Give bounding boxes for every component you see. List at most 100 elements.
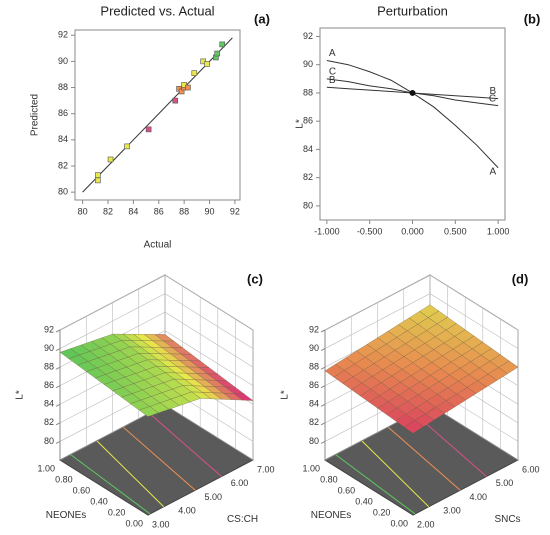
point bbox=[124, 143, 130, 150]
point bbox=[95, 172, 101, 178]
x-tick-label: 86 bbox=[154, 206, 164, 216]
z-tick bbox=[55, 366, 61, 370]
y-axis-label: Predicted bbox=[30, 94, 41, 136]
z-tick bbox=[320, 385, 326, 389]
floor-contour bbox=[361, 440, 430, 508]
z-tick-label: 80 bbox=[44, 436, 54, 446]
y-axis-label: NEONEs bbox=[46, 510, 87, 521]
point bbox=[145, 126, 152, 133]
y-tick-label: 82 bbox=[58, 160, 68, 170]
x-tick-label: 88 bbox=[179, 206, 189, 216]
y-tick-label: 80 bbox=[58, 187, 68, 197]
floor-contour bbox=[387, 426, 461, 491]
z-tick-label: 92 bbox=[44, 324, 54, 334]
y-tick-label: 84 bbox=[303, 144, 313, 154]
x-tick-label: 0.000 bbox=[401, 226, 424, 236]
reference-point bbox=[409, 89, 416, 96]
y-axis-label: NEONEs bbox=[311, 510, 352, 521]
series-label: C bbox=[329, 66, 336, 77]
x-tick-label: -0.500 bbox=[357, 226, 383, 236]
z-tick-label: 84 bbox=[309, 399, 319, 409]
y-tick-label: 88 bbox=[303, 87, 313, 97]
x-axis-label: Actual bbox=[144, 240, 172, 251]
y-tick-label: 0.80 bbox=[320, 474, 338, 484]
x-tick-label: 3.00 bbox=[443, 506, 461, 516]
x-tick-label: 6.00 bbox=[522, 464, 540, 474]
z-tick bbox=[55, 422, 61, 426]
x-tick-label: 6.00 bbox=[231, 478, 249, 488]
z-axis-label: L* bbox=[280, 390, 291, 400]
point bbox=[191, 70, 198, 76]
floor-contour bbox=[148, 412, 222, 477]
y-tick-label: 0.40 bbox=[355, 496, 373, 506]
x-tick-label: 4.00 bbox=[470, 492, 488, 502]
z-axis-label: L* bbox=[15, 390, 26, 400]
series-label: B bbox=[489, 86, 496, 97]
x-tick-label: 7.00 bbox=[257, 464, 275, 474]
chart-title: Predicted vs. Actual bbox=[100, 3, 214, 18]
panel-label: (a) bbox=[254, 11, 270, 26]
z-tick-label: 92 bbox=[309, 324, 319, 334]
z-tick-label: 86 bbox=[44, 380, 54, 390]
z-tick bbox=[320, 329, 326, 333]
point bbox=[95, 177, 101, 184]
y-tick-label: 86 bbox=[303, 116, 313, 126]
x-tick-label: 84 bbox=[128, 206, 138, 216]
x-tick-label: 92 bbox=[230, 206, 240, 216]
y-tick-label: 82 bbox=[303, 172, 313, 182]
z-tick bbox=[55, 348, 61, 352]
z-tick bbox=[320, 422, 326, 426]
x-tick-label: 90 bbox=[205, 206, 215, 216]
series-label: C bbox=[489, 93, 496, 104]
y-tick-label: 0.00 bbox=[390, 518, 408, 528]
y-tick-label: 0.20 bbox=[108, 507, 126, 517]
point bbox=[204, 61, 210, 67]
z-tick bbox=[320, 348, 326, 352]
x-axis-label: SNCs bbox=[494, 514, 520, 525]
series-label: A bbox=[329, 48, 336, 59]
wall-grid-line bbox=[324, 293, 519, 349]
y-tick-label: 90 bbox=[303, 59, 313, 69]
y-tick-label: 86 bbox=[58, 108, 68, 118]
y-tick-label: 84 bbox=[58, 134, 68, 144]
panel-label: (b) bbox=[524, 11, 541, 26]
point bbox=[185, 84, 191, 91]
surface-cell bbox=[138, 406, 159, 417]
y-tick-label: 80 bbox=[303, 200, 313, 210]
point bbox=[172, 97, 179, 104]
x-tick-label: 2.00 bbox=[417, 519, 435, 529]
wall-grid-line bbox=[324, 274, 519, 331]
wall-grid-line bbox=[59, 293, 254, 349]
y-tick-label: 0.60 bbox=[338, 485, 356, 495]
x-tick-label: 80 bbox=[78, 206, 88, 216]
z-tick bbox=[55, 329, 61, 333]
y-tick-label: 1.00 bbox=[37, 463, 55, 473]
y-tick-label: 0.20 bbox=[373, 507, 391, 517]
wall-grid-line bbox=[59, 274, 254, 331]
floor-contour bbox=[96, 440, 165, 508]
x-tick-label: 5.00 bbox=[496, 478, 514, 488]
point bbox=[214, 50, 220, 57]
z-tick-label: 82 bbox=[309, 417, 319, 427]
surface-cell bbox=[403, 420, 424, 434]
floor-contour bbox=[335, 454, 416, 515]
x-axis-label: CS:CH bbox=[227, 514, 258, 525]
z-tick bbox=[320, 366, 326, 370]
z-tick bbox=[55, 403, 61, 407]
y-tick-label: 0.00 bbox=[125, 518, 143, 528]
z-tick-label: 90 bbox=[309, 343, 319, 353]
y-tick-label: 0.40 bbox=[90, 496, 108, 506]
y-axis-label: L* bbox=[295, 119, 306, 129]
y-tick-label: 88 bbox=[58, 82, 68, 92]
panel-label: (c) bbox=[247, 271, 263, 286]
plot-frame bbox=[74, 29, 241, 201]
y-tick-label: 1.00 bbox=[302, 463, 320, 473]
y-tick-label: 0.80 bbox=[55, 474, 73, 484]
z-tick bbox=[55, 440, 61, 444]
z-tick-label: 90 bbox=[44, 343, 54, 353]
z-tick bbox=[320, 403, 326, 407]
point bbox=[219, 41, 226, 48]
z-tick-label: 88 bbox=[44, 362, 54, 372]
floor-contour bbox=[70, 454, 151, 515]
